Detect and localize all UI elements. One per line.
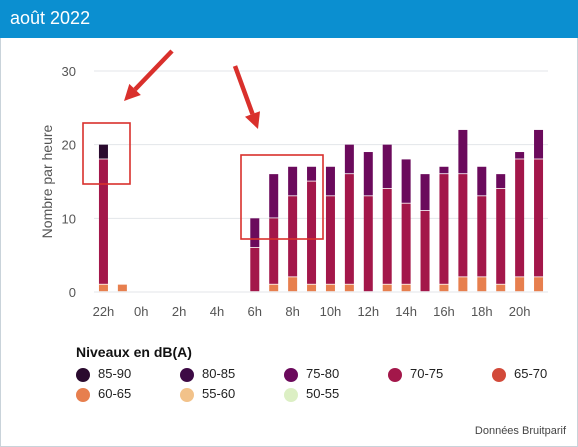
bar-segment bbox=[401, 203, 411, 284]
y-tick-label: 10 bbox=[62, 211, 76, 226]
legend-title: Niveaux en dB(A) bbox=[76, 344, 192, 360]
x-tick-label: 18h bbox=[471, 304, 493, 319]
header-bar: août 2022 bbox=[0, 0, 578, 38]
legend-label: 55-60 bbox=[202, 386, 236, 401]
bar-segment bbox=[363, 152, 373, 196]
legend-label: 50-55 bbox=[306, 386, 340, 401]
x-tick-label: 8h bbox=[285, 304, 299, 319]
bar-segment bbox=[288, 166, 298, 196]
bar-segment bbox=[439, 284, 449, 292]
annotation-arrow bbox=[232, 65, 261, 129]
bar-segment bbox=[344, 174, 354, 284]
bar-segment bbox=[344, 144, 354, 174]
legend-swatch bbox=[284, 367, 298, 382]
bar-segment bbox=[325, 284, 335, 292]
legend-label: 75-80 bbox=[306, 366, 340, 381]
y-axis-label: Nombre par heure bbox=[39, 124, 55, 238]
bar-segment bbox=[325, 196, 335, 284]
bar-segment bbox=[382, 284, 392, 292]
bar-segment bbox=[458, 129, 468, 174]
x-tick-label: 0h bbox=[134, 304, 148, 319]
bar-segment bbox=[515, 152, 525, 159]
legend-item: 65-70 bbox=[492, 366, 547, 382]
bar-segment bbox=[477, 166, 487, 196]
bar-segment bbox=[307, 166, 317, 181]
legend-item: 85-90 bbox=[76, 366, 131, 382]
bar-segment bbox=[382, 188, 392, 284]
x-tick-label: 6h bbox=[248, 304, 262, 319]
bar-segment bbox=[288, 277, 298, 292]
x-tick-label: 10h bbox=[320, 304, 342, 319]
legend-label: 60-65 bbox=[98, 386, 132, 401]
data-credit: Données Bruitparif bbox=[474, 425, 566, 437]
page-title: août 2022 bbox=[10, 8, 91, 28]
bar-segment bbox=[420, 174, 430, 211]
legend-label: 70-75 bbox=[410, 366, 444, 381]
legend-item: 55-60 bbox=[180, 386, 235, 402]
bar-segment bbox=[458, 174, 468, 277]
bar-segment bbox=[439, 174, 449, 284]
bar-segment bbox=[477, 277, 487, 292]
bar-segment bbox=[117, 284, 127, 292]
legend-swatch bbox=[388, 367, 402, 382]
bar-segment bbox=[98, 284, 108, 292]
legend-item: 70-75 bbox=[388, 366, 443, 382]
legend-swatch bbox=[284, 387, 298, 402]
chart: 0 10 20 30 Nombre par heure 22h 0h 2h 4h 6h 8h 10h 1… bbox=[39, 49, 548, 319]
bar-segment bbox=[269, 218, 279, 284]
legend-item: 80-85 bbox=[180, 366, 235, 382]
bar-segment bbox=[496, 174, 506, 189]
x-tick-label: 14h bbox=[395, 304, 417, 319]
legend-swatch bbox=[180, 367, 194, 382]
bar-segment bbox=[288, 196, 298, 277]
y-tick-label: 20 bbox=[62, 138, 76, 153]
annotation-arrow bbox=[124, 49, 174, 101]
bar-segment bbox=[382, 144, 392, 189]
bar-segment bbox=[269, 284, 279, 292]
bar-segment bbox=[98, 159, 108, 284]
bar-segment bbox=[269, 174, 279, 218]
bar-segment bbox=[98, 144, 108, 159]
legend-item: 75-80 bbox=[284, 366, 339, 382]
bar-segment bbox=[307, 181, 317, 284]
bar-segment bbox=[534, 277, 544, 292]
bar-segment bbox=[401, 284, 411, 292]
bar-segment bbox=[515, 277, 525, 292]
legend-item: 50-55 bbox=[284, 386, 339, 402]
bar-segment bbox=[496, 188, 506, 284]
bar-segment bbox=[344, 284, 354, 292]
bar-segment bbox=[496, 284, 506, 292]
legend-swatch bbox=[76, 367, 90, 382]
bar-segment bbox=[250, 218, 260, 247]
bar-segment bbox=[363, 196, 373, 292]
legend-label: 85-90 bbox=[98, 366, 132, 381]
bar-segment bbox=[420, 210, 430, 292]
x-tick-label: 4h bbox=[210, 304, 224, 319]
bar-segment bbox=[439, 166, 449, 174]
bar-segment bbox=[325, 166, 335, 196]
bar-segment bbox=[477, 196, 487, 277]
y-tick-label: 0 bbox=[69, 285, 76, 300]
y-tick-label: 30 bbox=[62, 64, 76, 79]
legend-item: 60-65 bbox=[76, 386, 131, 402]
bar-segment bbox=[515, 159, 525, 277]
legend-label: 65-70 bbox=[514, 366, 548, 381]
x-tick-label: 16h bbox=[433, 304, 455, 319]
highlight-box bbox=[82, 122, 131, 185]
highlight-box bbox=[240, 154, 324, 240]
legend-label: 80-85 bbox=[202, 366, 236, 381]
legend-swatch bbox=[76, 387, 90, 402]
legend-swatch bbox=[492, 367, 506, 382]
legend-swatch bbox=[180, 387, 194, 402]
bar-segment bbox=[401, 159, 411, 203]
x-tick-label: 20h bbox=[509, 304, 531, 319]
bar-segment bbox=[458, 277, 468, 292]
bar-segment bbox=[307, 284, 317, 292]
bar-segment bbox=[534, 159, 544, 277]
x-tick-label: 22h bbox=[93, 304, 115, 319]
bar-segment bbox=[250, 247, 260, 292]
x-tick-label: 12h bbox=[357, 304, 379, 319]
x-tick-label: 2h bbox=[172, 304, 186, 319]
bar-segment bbox=[534, 129, 544, 159]
